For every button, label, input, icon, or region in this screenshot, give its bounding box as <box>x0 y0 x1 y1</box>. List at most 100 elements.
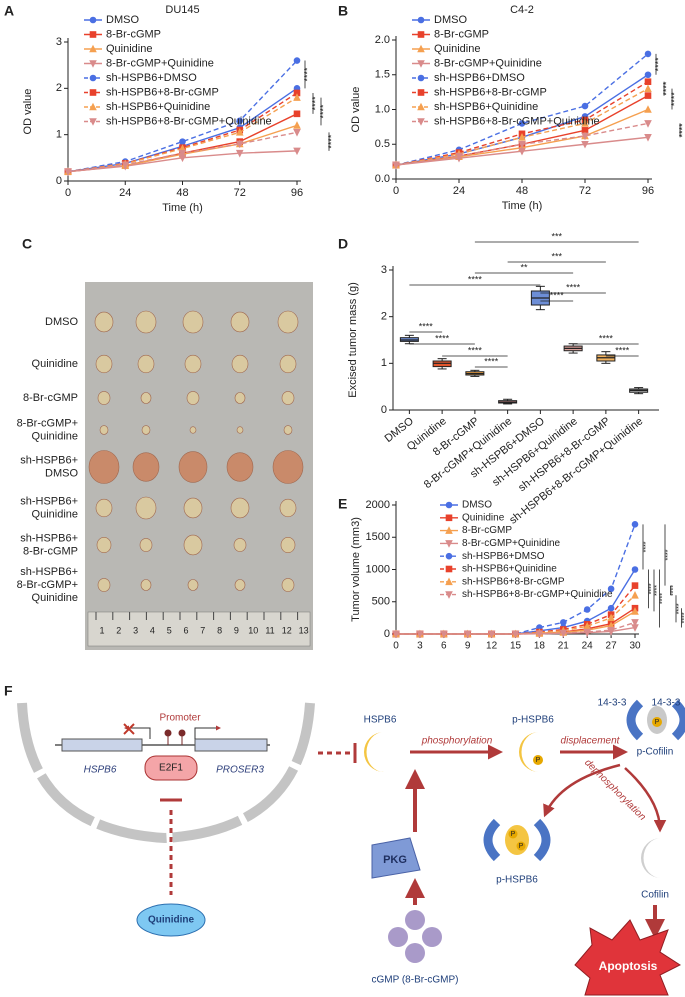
significance-label: **** <box>484 356 499 366</box>
tumor <box>95 354 113 374</box>
tumor <box>186 391 200 405</box>
point <box>64 168 72 177</box>
row-label: sh-HSPB6+ <box>20 566 78 578</box>
ruler-label: 1 <box>99 625 104 635</box>
series-line <box>396 594 636 635</box>
tumor <box>178 451 208 483</box>
significance-label: **** <box>326 134 336 149</box>
point <box>392 630 400 639</box>
tumor <box>279 354 297 374</box>
arrow <box>194 725 221 739</box>
point <box>631 591 639 599</box>
p-hspb6-dimer <box>505 825 529 855</box>
ruler-label: 13 <box>299 625 309 635</box>
tumor <box>277 310 299 334</box>
protein-14-3-3 <box>671 699 685 741</box>
gene-label: PROSER3 <box>216 765 264 776</box>
cgmp <box>422 927 442 947</box>
legend-marker <box>417 60 425 68</box>
legend-label: sh-HSPB6+8-Br-cGMP+Quinidine <box>106 115 272 127</box>
significance-label: ** <box>520 262 528 272</box>
significance-label: **** <box>653 57 663 72</box>
legend-label: Quinidine <box>106 43 152 55</box>
tumor <box>139 538 153 552</box>
phospho <box>533 755 543 765</box>
x-tick-label: 6 <box>441 641 447 652</box>
legend-marker <box>417 74 425 82</box>
row-label: sh-HSPB6+ <box>20 532 78 544</box>
point <box>178 149 187 158</box>
tumor <box>182 310 204 334</box>
tumor <box>135 496 157 520</box>
gene-label: HSPB6 <box>84 765 117 776</box>
point <box>236 117 244 125</box>
x-tick-label: 24 <box>582 641 594 652</box>
point <box>455 152 463 161</box>
arrow <box>624 767 667 833</box>
ruler-label: 2 <box>116 625 121 635</box>
point <box>518 133 526 141</box>
ruler-label: 5 <box>167 625 172 635</box>
x-tick-label: 24 <box>119 187 131 199</box>
x-tick-label: 27 <box>606 641 618 652</box>
tumor <box>140 392 152 404</box>
x-tick-label: 24 <box>453 185 465 197</box>
legend-label: DMSO <box>106 14 139 26</box>
legend-label: Quinidine <box>462 512 505 523</box>
legend-marker <box>89 118 97 126</box>
legend-marker <box>445 514 453 522</box>
point <box>518 120 526 127</box>
x-tick-label: 72 <box>234 187 246 199</box>
chart-title: DU145 <box>165 4 199 16</box>
point <box>560 619 567 626</box>
x-tick-label: 48 <box>176 187 188 199</box>
point <box>235 128 244 136</box>
point <box>644 71 652 79</box>
phospho-label: P <box>655 719 660 726</box>
protein-14-3-3 <box>533 818 551 862</box>
x-tick-label: 96 <box>291 187 303 199</box>
point <box>121 161 130 170</box>
x-tick-label: 12 <box>486 641 498 652</box>
tumor <box>281 391 295 405</box>
row-label: Quinidine <box>32 358 78 370</box>
drug-label: Quinidine <box>148 915 195 926</box>
legend-marker <box>89 16 97 24</box>
gene-box <box>61 738 143 752</box>
point <box>631 582 639 589</box>
point <box>293 93 301 101</box>
row-label: DMSO <box>45 467 78 479</box>
cgmp <box>405 943 425 963</box>
gene-box <box>194 738 268 752</box>
outcome-label: Apoptosis <box>599 959 658 973</box>
significance-label: **** <box>599 333 614 343</box>
point <box>178 154 187 163</box>
point <box>416 630 424 639</box>
row-label: 8-Br-cGMP+ <box>17 417 78 429</box>
x-tick-label: 48 <box>516 185 528 197</box>
point <box>581 140 589 149</box>
row-label: Quinidine <box>32 430 78 442</box>
tumor <box>280 536 296 553</box>
tf <box>144 755 198 781</box>
x-tick-label: 72 <box>579 185 591 197</box>
row-label: 8-Br-cGMP <box>23 545 78 557</box>
x-tick-label: 0 <box>65 187 71 199</box>
significance-label: **** <box>665 549 672 560</box>
legend-label: 8-Br-cGMP <box>106 28 161 40</box>
legend-label: 8-Br-cGMP+Quinidine <box>462 538 561 549</box>
tumor <box>233 538 247 552</box>
tumor <box>184 354 202 374</box>
ruler <box>87 611 311 647</box>
point <box>644 78 652 85</box>
row-label: Quinidine <box>32 592 78 604</box>
y-tick-label: 3 <box>56 36 62 48</box>
legend-marker <box>445 577 453 586</box>
panel-label: D <box>338 236 348 252</box>
phospho-label: P <box>536 757 541 764</box>
y-tick-label: 1 <box>56 129 62 141</box>
series-line <box>395 53 649 166</box>
y-tick-label: 0 <box>384 628 390 640</box>
tumor <box>183 534 203 556</box>
